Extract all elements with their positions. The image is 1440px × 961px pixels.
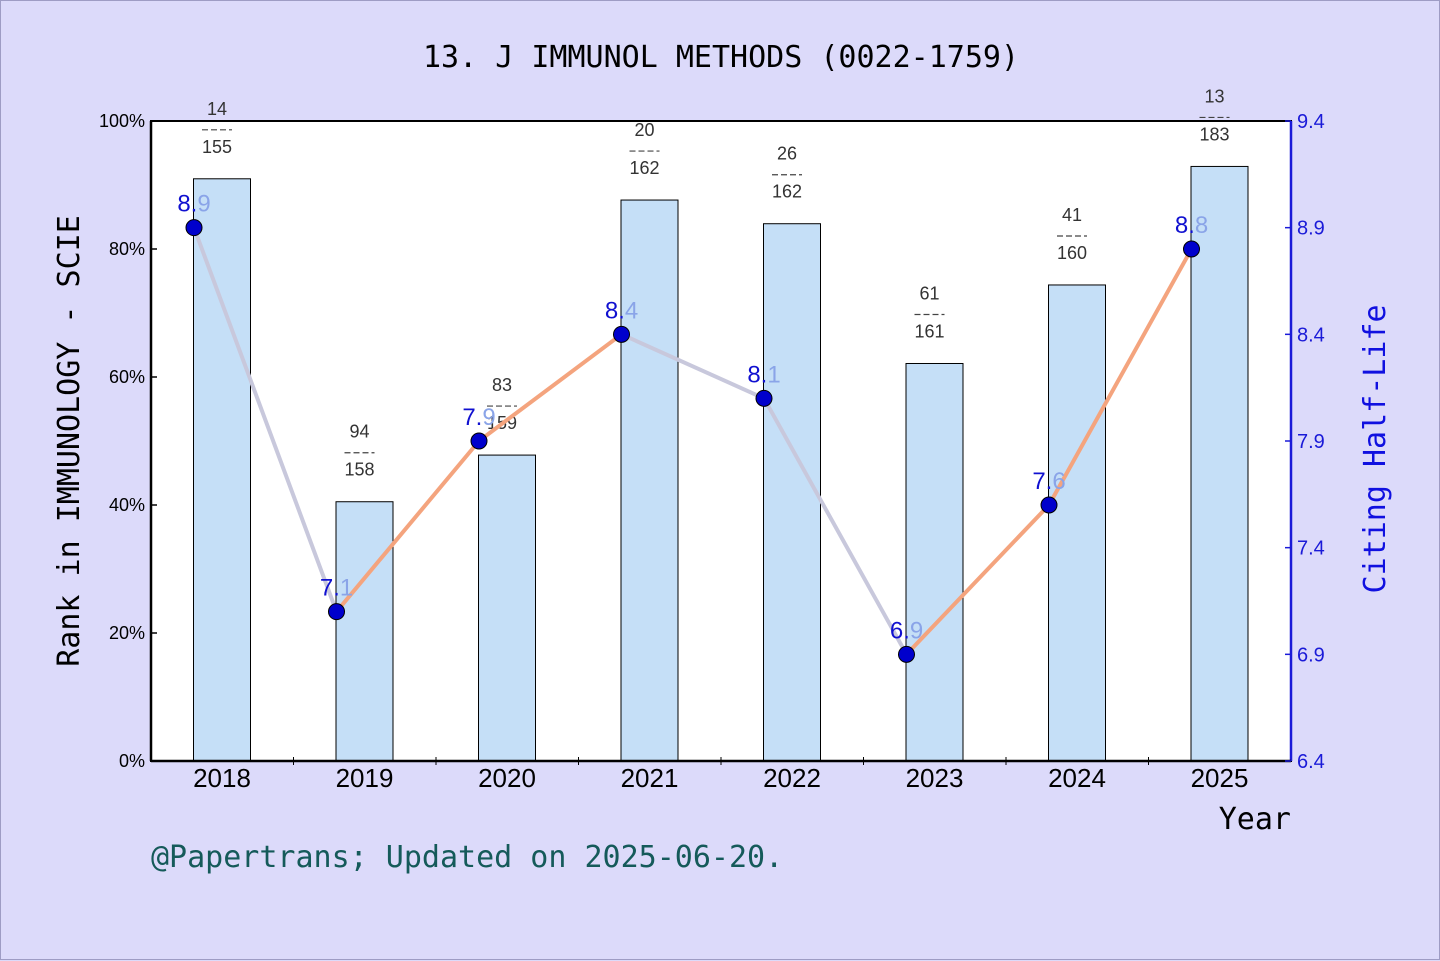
rank-label-2018: 14 [207,99,227,119]
half-life-point-2020 [470,432,488,450]
bar-2024 [1048,284,1106,762]
right-tick-label-6: 9.4 [1297,111,1325,133]
rank-label-2023: 61 [919,283,939,303]
right-tick-label-3: 7.9 [1297,431,1325,453]
left-tick-label-0: 0% [119,751,145,771]
bar-2019 [335,501,394,762]
bars-layer [193,165,1249,762]
half-life-point-2024 [1040,496,1058,514]
rank-total-2021: 162 [629,158,659,178]
half-life-label-2023: 6.9 [890,617,923,644]
right-tick-label-4: 8.4 [1297,324,1325,346]
x-tick-label-2023: 2023 [906,763,964,793]
half-life-segment-2024 [1047,247,1194,507]
x-axis-label: Year [1219,802,1291,837]
chart-title: 13. J IMMUNOL METHODS (0022-1759) [423,40,1019,75]
x-axis-ticks: 2018 2019 2020 2021 2022 2023 2024 2025 [193,757,1248,793]
bar-2018 [193,178,251,762]
right-tick-label-2: 7.4 [1297,538,1325,560]
half-life-segment-2022 [762,396,909,657]
rank-label-2025: 13 [1204,86,1224,106]
rank-label-2020: 83 [492,375,512,395]
left-tick-label-1: 20% [109,623,145,643]
left-tick-label-3: 60% [109,367,145,387]
half-life-segment-2023 [904,503,1051,657]
half-life-label-2024: 7.6 [1032,468,1065,495]
rank-total-2025: 183 [1199,124,1229,144]
x-tick-label-2021: 2021 [621,763,679,793]
right-tick-label-1: 6.9 [1297,644,1325,666]
x-tick-label-2019: 2019 [336,763,394,793]
half-life-label-2018: 8.9 [177,191,210,218]
rank-total-2023: 161 [914,321,944,341]
left-tick-label-2: 40% [109,495,145,515]
rank-total-2018: 155 [202,137,232,157]
half-life-point-2018 [185,219,203,237]
rank-total-2022: 162 [772,182,802,202]
half-life-point-2025 [1183,240,1200,258]
half-life-segment-2021 [619,332,766,401]
plot-area [151,121,1291,761]
rank-total-2024: 160 [1057,243,1087,263]
half-life-line-layer: 8.9 7.1 7.9 8.4 8.1 6.9 7.6 8.8 [177,191,1208,663]
left-axis-label: Rank in IMMUNOLOGY - SCIE [52,215,87,667]
right-axis-label: Citing Half-Life [1358,305,1393,594]
half-life-segment-2020 [477,332,624,443]
half-life-point-2023 [898,645,915,663]
half-life-label-2021: 8.4 [605,297,638,324]
bar-2020 [478,454,536,762]
bar-2025 [1190,165,1249,762]
bar-2023 [905,362,964,762]
x-tick-label-2018: 2018 [193,763,251,793]
rank-label-2021: 20 [634,120,654,140]
half-life-segment-2018 [192,225,339,614]
x-tick-label-2022: 2022 [763,763,821,793]
x-tick-label-2025: 2025 [1191,763,1249,793]
bar-2022 [763,223,821,762]
x-tick-label-2024: 2024 [1048,763,1106,793]
rank-label-2019: 94 [349,422,369,442]
half-life-point-2021 [613,325,630,343]
half-life-segment-2019 [334,439,481,614]
half-life-label-2020: 7.9 [462,404,495,431]
footer-note: @Papertrans; Updated on 2025-06-20. [151,840,783,875]
half-life-label-2019: 7.1 [320,575,353,602]
half-life-point-2022 [755,389,773,407]
rank-label-2022: 26 [777,144,797,164]
right-tick-label-0: 6.4 [1297,751,1325,773]
left-tick-label-4: 80% [109,239,145,259]
half-life-label-2025: 8.8 [1175,212,1208,239]
half-life-label-2022: 8.1 [747,361,780,388]
rank-total-2019: 158 [344,460,374,480]
right-tick-label-5: 8.9 [1297,218,1325,240]
left-tick-label-5: 100% [99,111,145,131]
right-axis-ticks: 6.4 6.9 7.4 7.9 8.4 8.9 9.4 [1285,111,1325,773]
rank-label-2024: 41 [1062,205,1082,225]
bar-2021 [620,199,679,762]
left-axis-ticks: 0% 20% 40% 60% 80% 100% [99,111,157,771]
half-life-point-2019 [328,603,345,621]
x-tick-label-2020: 2020 [478,763,536,793]
